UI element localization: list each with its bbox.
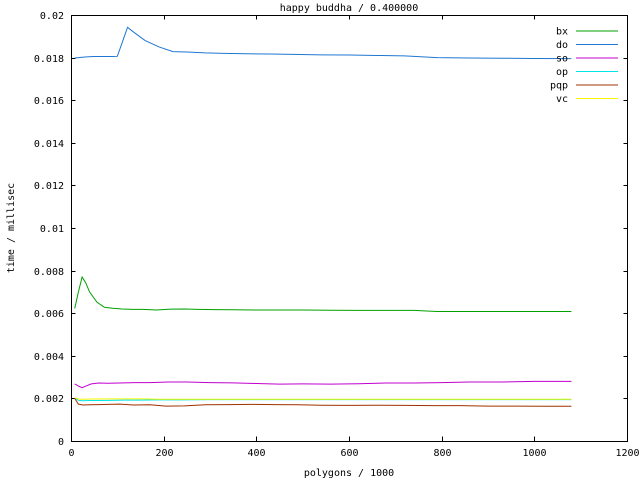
series-line-pqp bbox=[74, 398, 572, 407]
chart-title: happy buddha / 0.400000 bbox=[280, 3, 418, 14]
x-tick-label: 200 bbox=[155, 448, 173, 459]
y-axis-label: time / millisec bbox=[6, 183, 17, 273]
series-line-do bbox=[74, 26, 572, 60]
legend-label-bx: bx bbox=[556, 27, 568, 38]
legend-label-do: do bbox=[556, 40, 568, 51]
y-tick-label: 0.018 bbox=[34, 54, 64, 65]
y-tick-label: 0.004 bbox=[34, 352, 64, 363]
y-tick-label: 0.016 bbox=[34, 96, 64, 107]
y-tick-label: 0.008 bbox=[34, 267, 64, 278]
series-line-so bbox=[74, 380, 572, 389]
legend-label-vc: vc bbox=[556, 94, 568, 105]
x-axis-ticks: 0 200 400 600 800 1000 1200 bbox=[68, 15, 640, 459]
y-axis-ticks: 0 0.002 0.004 0.006 0.008 0.01 0.012 0.014 0.016… bbox=[34, 11, 628, 448]
y-tick-label: 0.02 bbox=[40, 11, 64, 22]
plot-frame bbox=[71, 15, 628, 442]
x-axis-label: polygons / 1000 bbox=[304, 468, 394, 479]
x-tick-label: 1200 bbox=[615, 448, 639, 459]
legend-label-so: so bbox=[556, 54, 568, 65]
y-tick-label: 0.01 bbox=[40, 224, 64, 235]
legend-label-op: op bbox=[556, 67, 568, 78]
legend: bx do so op pqp vc bbox=[550, 27, 618, 105]
y-tick-label: 0.014 bbox=[34, 139, 64, 150]
series-line-bx bbox=[74, 275, 572, 312]
y-tick-label: 0.006 bbox=[34, 309, 64, 320]
x-tick-label: 800 bbox=[433, 448, 451, 459]
y-tick-label: 0.012 bbox=[34, 181, 64, 192]
x-tick-label: 0 bbox=[68, 448, 74, 459]
legend-label-pqp: pqp bbox=[550, 81, 568, 92]
series-line-vc bbox=[74, 397, 572, 400]
y-tick-label: 0 bbox=[58, 437, 64, 448]
x-tick-label: 400 bbox=[247, 448, 265, 459]
data-series-group bbox=[74, 26, 572, 407]
y-tick-label: 0.002 bbox=[34, 394, 64, 405]
x-tick-label: 600 bbox=[340, 448, 358, 459]
x-tick-label: 1000 bbox=[522, 448, 546, 459]
